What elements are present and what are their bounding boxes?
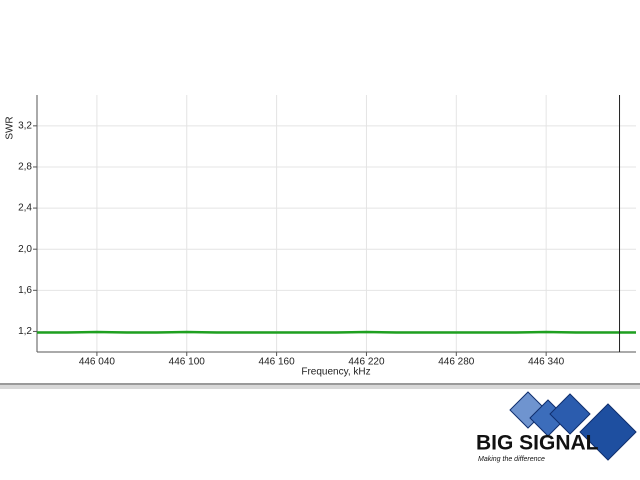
x-tick-label: 446 040 — [79, 357, 116, 368]
y-tick-label: 2,8 — [18, 162, 32, 173]
y-tick-label: 2,4 — [18, 203, 32, 214]
x-axis-label: Frequency, kHz — [301, 367, 370, 378]
y-tick-label: 2,0 — [18, 244, 32, 255]
x-tick-label: 446 340 — [528, 357, 565, 368]
logo-mark — [509, 391, 637, 461]
logo-tagline: Making the difference — [478, 456, 545, 463]
y-axis-label: SWR — [5, 116, 16, 139]
x-tick-label: 446 220 — [348, 357, 385, 368]
x-tick-label: 446 100 — [169, 357, 206, 368]
y-tick-label: 3,2 — [18, 120, 32, 131]
x-tick-label: 446 160 — [259, 357, 296, 368]
swr-line — [37, 330, 636, 334]
x-tick-label: 446 280 — [438, 357, 475, 368]
logo-name: BIG SIGNAL — [476, 432, 599, 455]
separator-shadow — [0, 385, 640, 389]
y-tick-label: 1,2 — [18, 326, 32, 337]
plot-area — [37, 95, 636, 352]
y-tick-label: 1,6 — [18, 285, 32, 296]
separator — [0, 383, 640, 385]
